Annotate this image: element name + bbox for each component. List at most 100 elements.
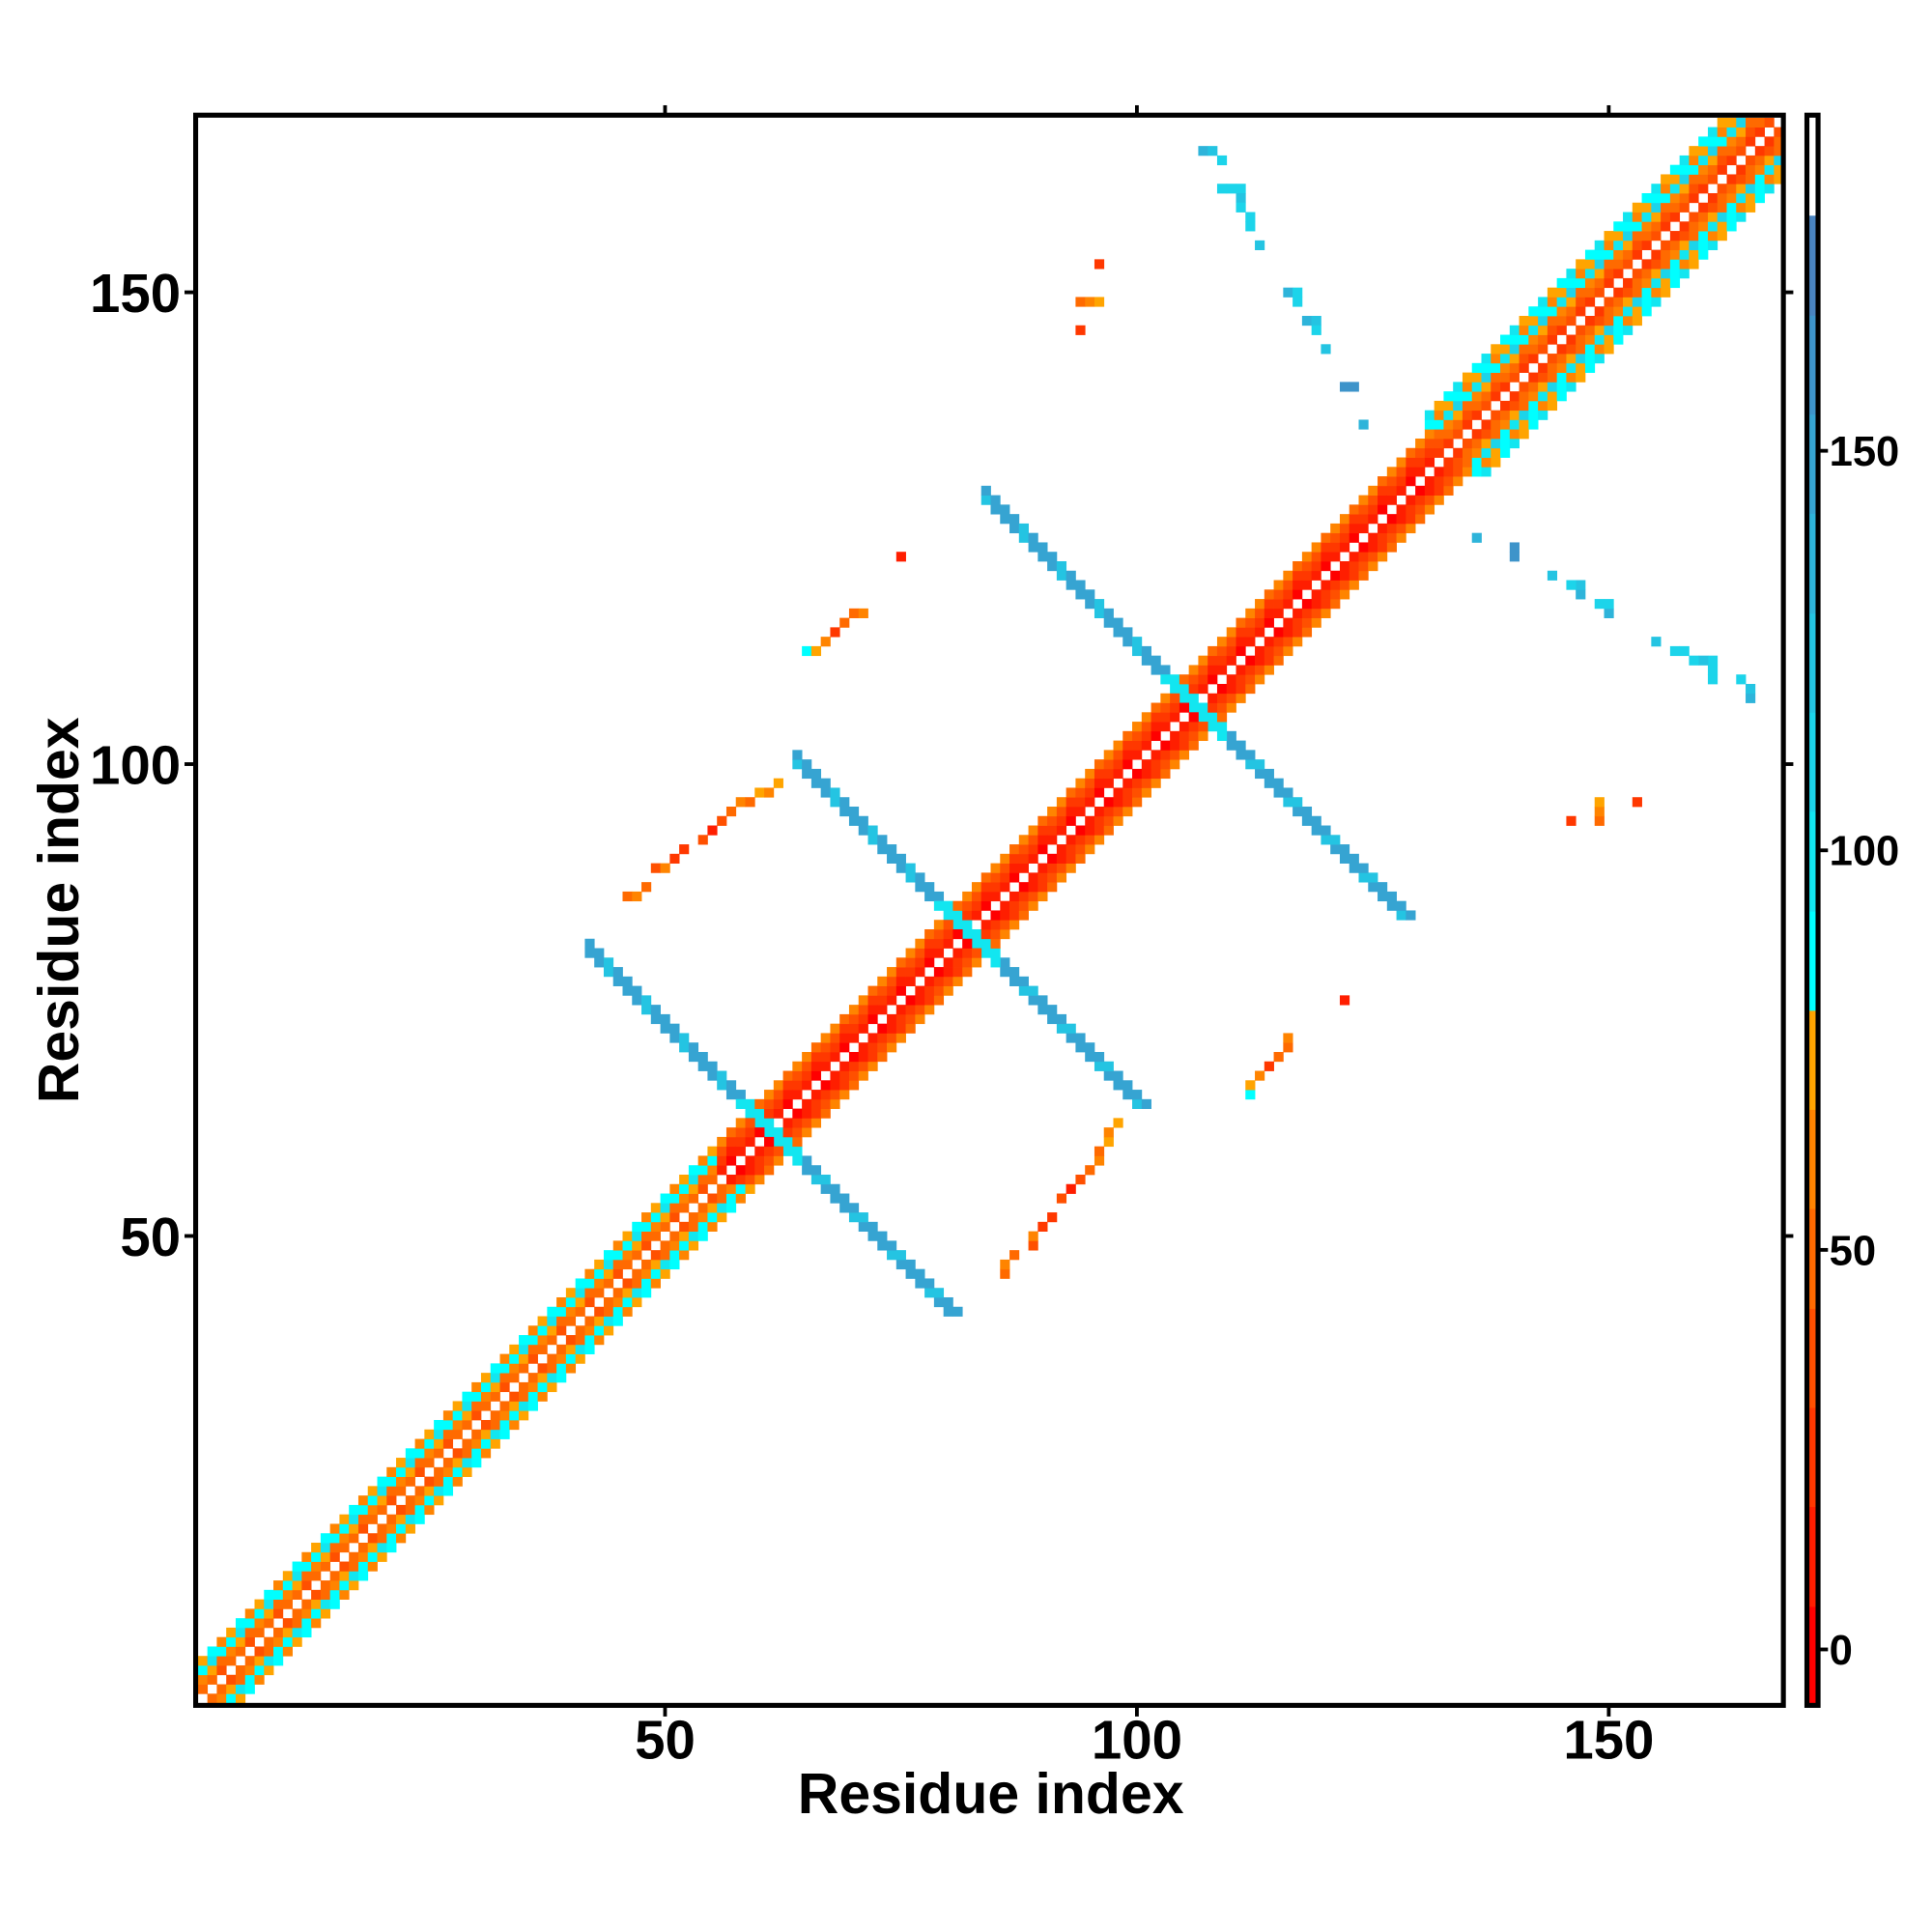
heatmap-cell — [632, 1268, 642, 1279]
heatmap-cell — [1188, 702, 1199, 713]
heatmap-cell — [839, 1033, 850, 1043]
heatmap-cell — [1293, 560, 1303, 572]
heatmap-cell — [1368, 542, 1378, 553]
heatmap-cell — [679, 1183, 690, 1194]
heatmap-cell — [1065, 806, 1076, 817]
heatmap-cell — [1764, 184, 1775, 194]
heatmap-cell — [1623, 325, 1634, 335]
heatmap-cell — [1386, 485, 1397, 496]
heatmap-cell — [1406, 514, 1416, 525]
heatmap-cell — [235, 1646, 246, 1657]
heatmap-cell — [462, 1448, 472, 1459]
heatmap-cell — [990, 948, 1001, 958]
heatmap-cell — [584, 1288, 595, 1298]
heatmap-cell — [584, 1344, 595, 1354]
heatmap-cell — [848, 1203, 860, 1213]
heatmap-cell — [1604, 306, 1614, 317]
heatmap-cell — [537, 1363, 548, 1374]
heatmap-cell — [641, 1005, 652, 1015]
heatmap-cell — [282, 1589, 293, 1600]
heatmap-cell — [1047, 1013, 1058, 1025]
heatmap-cell — [1179, 674, 1190, 685]
heatmap-cell — [1396, 900, 1406, 911]
x-tick-label: 50 — [635, 1710, 696, 1771]
heatmap-cell — [537, 1316, 548, 1326]
heatmap-cell — [820, 637, 831, 647]
heatmap-cell — [679, 1203, 690, 1213]
heatmap-cell — [1462, 467, 1473, 477]
heatmap-cell — [1594, 277, 1605, 289]
heatmap-cell — [688, 1193, 699, 1204]
heatmap-cell — [1368, 560, 1378, 572]
heatmap-cell — [1396, 467, 1406, 477]
heatmap-cell — [735, 1098, 746, 1109]
heatmap-cell — [1519, 325, 1529, 335]
heatmap-cell — [1085, 835, 1095, 845]
heatmap-cell — [1509, 354, 1520, 364]
heatmap-cell — [434, 1438, 444, 1449]
heatmap-cell — [1746, 117, 1756, 128]
heatmap-cell — [1726, 212, 1737, 222]
heatmap-cell — [197, 1656, 209, 1666]
heatmap-cell — [858, 1005, 868, 1015]
heatmap-cell — [1528, 419, 1539, 430]
heatmap-cell — [962, 900, 973, 911]
heatmap-cell — [1707, 174, 1719, 185]
heatmap-cell — [273, 1589, 284, 1600]
heatmap-cell — [1009, 872, 1020, 883]
heatmap-cell — [990, 863, 1001, 873]
heatmap-cell — [971, 938, 982, 949]
heatmap-cell — [1103, 1061, 1114, 1071]
heatmap-cell — [1170, 712, 1180, 723]
heatmap-cell — [1037, 891, 1048, 902]
heatmap-cell — [697, 1051, 708, 1063]
heatmap-cell — [1613, 231, 1624, 242]
heatmap-cell — [1736, 127, 1747, 137]
heatmap-cell — [1576, 580, 1586, 590]
heatmap-cell — [1330, 532, 1341, 543]
heatmap-cell — [1661, 277, 1671, 289]
heatmap-cell — [1018, 835, 1029, 845]
heatmap-cell — [1471, 532, 1482, 543]
heatmap-cell — [1009, 910, 1020, 921]
heatmap-cell — [697, 1155, 708, 1166]
heatmap-cell — [1443, 429, 1454, 440]
heatmap-cell — [1424, 429, 1435, 440]
heatmap-cell — [962, 891, 973, 902]
heatmap-cell — [519, 1363, 529, 1374]
heatmap-cell — [1566, 344, 1577, 355]
heatmap-cell — [396, 1504, 407, 1516]
heatmap-cell — [1651, 259, 1662, 270]
heatmap-cell — [1216, 722, 1228, 732]
colorbar-bin — [1806, 810, 1819, 912]
heatmap-cell — [1170, 693, 1180, 703]
heatmap-cell — [1141, 768, 1151, 780]
heatmap-cell — [1236, 637, 1246, 647]
heatmap-cell — [952, 976, 963, 986]
heatmap-cell — [1378, 523, 1388, 534]
heatmap-cell — [1047, 872, 1058, 883]
heatmap-cell — [1698, 184, 1709, 194]
heatmap-cell — [1651, 269, 1662, 279]
colorbar-bin — [1806, 1308, 1819, 1408]
heatmap-cell — [519, 1381, 529, 1393]
heatmap-cell — [1216, 155, 1228, 166]
heatmap-cell — [414, 1438, 425, 1449]
heatmap-cell — [311, 1551, 322, 1562]
heatmap-cell — [1094, 768, 1105, 780]
heatmap-cell — [1538, 306, 1548, 317]
heatmap-cell — [1519, 315, 1529, 327]
heatmap-cell — [1075, 297, 1086, 307]
heatmap-cell — [1679, 202, 1690, 213]
heatmap-cell — [848, 1212, 860, 1223]
heatmap-cell — [320, 1551, 331, 1562]
heatmap-cell — [349, 1580, 359, 1591]
colorbar-tick-label: 50 — [1830, 1228, 1876, 1274]
heatmap-cell — [858, 1070, 868, 1081]
heatmap-cell — [1481, 362, 1492, 373]
heatmap-cell — [565, 1316, 577, 1326]
heatmap-cell — [452, 1476, 463, 1487]
heatmap-cell — [1538, 382, 1548, 392]
heatmap-cell — [792, 1080, 803, 1091]
heatmap-cell — [1216, 730, 1228, 741]
